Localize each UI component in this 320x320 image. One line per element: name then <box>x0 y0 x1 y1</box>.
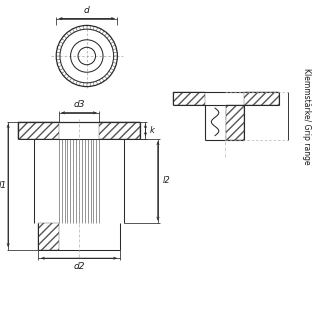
Bar <box>244 92 279 105</box>
Bar <box>99 122 140 139</box>
Text: Klemmstärke/ Grip range: Klemmstärke/ Grip range <box>302 68 311 164</box>
Text: l2: l2 <box>162 176 170 185</box>
Text: d2: d2 <box>73 262 85 271</box>
Bar <box>172 92 205 105</box>
Text: l1: l1 <box>0 181 7 190</box>
Text: d: d <box>84 5 90 14</box>
Text: d3: d3 <box>73 100 85 109</box>
Bar <box>18 122 59 139</box>
Text: k: k <box>150 126 155 135</box>
Bar <box>38 223 59 250</box>
Bar <box>226 105 244 140</box>
